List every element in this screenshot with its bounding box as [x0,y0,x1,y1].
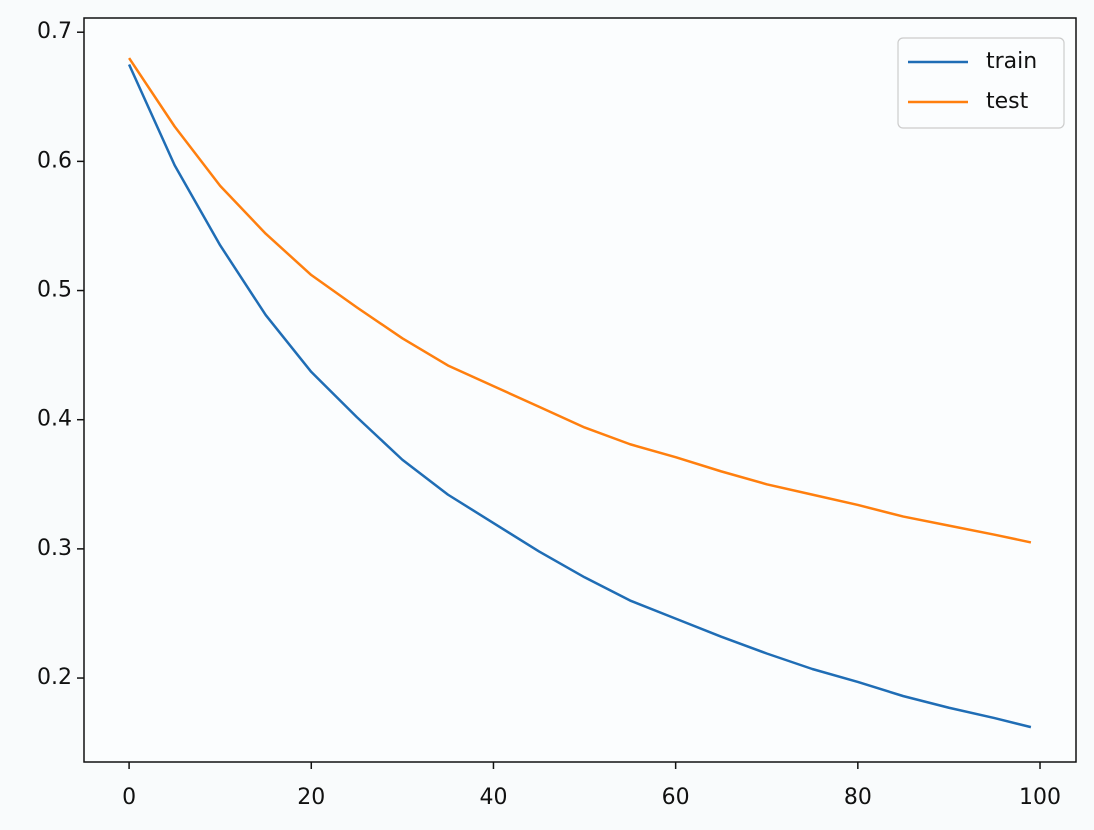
x-tick-label: 20 [297,785,325,810]
x-tick-label: 40 [479,785,507,810]
x-tick-label: 0 [122,785,136,810]
x-tick-label: 60 [662,785,690,810]
x-tick-label: 100 [1019,785,1061,810]
line-series [128,57,1032,544]
y-tick-label: 0.3 [37,536,72,561]
y-tick-label: 0.5 [37,278,72,303]
legend-label: test [986,89,1029,114]
line-series [127,63,1032,729]
legend-box [897,37,1065,129]
y-tick-label: 0.7 [37,19,72,44]
plot-area [83,17,1077,763]
y-tick-label: 0.2 [37,665,72,690]
y-tick-label: 0.6 [37,148,72,173]
legend-label: train [986,49,1037,74]
x-tick-label: 80 [844,785,872,810]
y-tick-label: 0.4 [37,407,72,432]
